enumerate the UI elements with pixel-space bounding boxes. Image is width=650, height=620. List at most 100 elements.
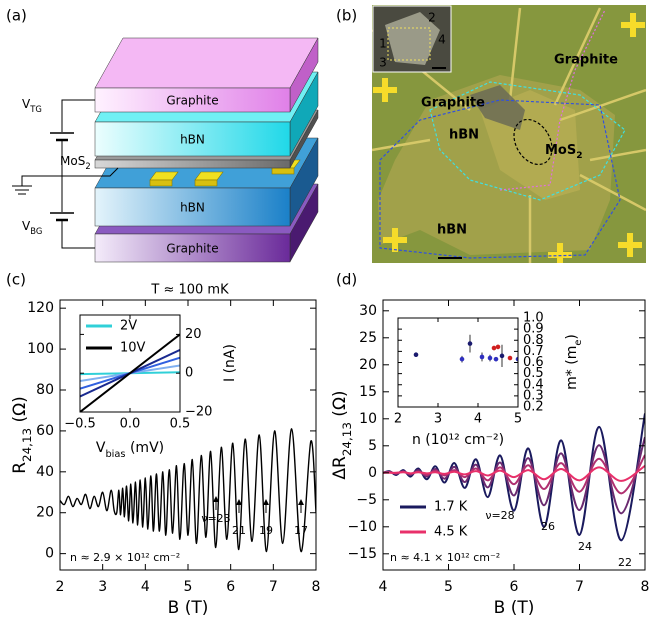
panel-label: (c) bbox=[6, 271, 26, 289]
contact-pad bbox=[621, 22, 645, 28]
flake-label: Graphite bbox=[421, 96, 485, 111]
annotation: n ≈ 4.1 × 10¹² cm⁻² bbox=[390, 551, 500, 564]
x-tick-label: 5 bbox=[444, 579, 453, 595]
layer-label: MoS2 bbox=[60, 154, 91, 171]
y-tick-label: 20 bbox=[36, 505, 54, 521]
y-axis-label: ΔR24,13 (Ω) bbox=[330, 390, 354, 479]
text-part: n (10¹² cm⁻²) bbox=[412, 432, 504, 448]
contact-pad bbox=[548, 252, 572, 258]
y-axis-label: R24,13 (Ω) bbox=[10, 396, 34, 474]
micrograph: GraphiteGraphitehBNhBNMoS21234 bbox=[372, 5, 646, 267]
y-tick-label: 40 bbox=[36, 464, 54, 480]
y-tick-label: 60 bbox=[36, 423, 54, 439]
annotation-arrowhead bbox=[298, 499, 304, 505]
x-tick-label: 4 bbox=[141, 579, 150, 595]
annotation: n ≈ 2.9 × 10¹² cm⁻² bbox=[70, 551, 180, 564]
contact bbox=[150, 180, 172, 186]
annotation: 17 bbox=[294, 524, 308, 537]
text-part: B (T) bbox=[494, 598, 535, 618]
text-part: B (T) bbox=[168, 598, 209, 618]
x-axis-label: B (T) bbox=[494, 598, 535, 618]
y-tick-label: 15 bbox=[359, 384, 377, 400]
inset-label: 4 bbox=[438, 33, 446, 47]
annotation: 22 bbox=[618, 556, 632, 569]
y-tick-label: 20 bbox=[359, 357, 377, 373]
x-tick-label: −0.5 bbox=[64, 417, 96, 432]
legend-label: 10V bbox=[120, 341, 146, 356]
text-part: (Ω) bbox=[330, 390, 350, 422]
annotation: ν=23 bbox=[201, 512, 230, 525]
contact-pad bbox=[618, 242, 642, 248]
marker bbox=[494, 357, 499, 362]
layer-label: Graphite bbox=[166, 242, 218, 256]
contact-pad bbox=[373, 87, 397, 93]
text-part: ΔR bbox=[330, 456, 350, 480]
text-part: I (nA) bbox=[222, 344, 238, 382]
panel-label: (b) bbox=[336, 7, 357, 25]
layer-label: hBN bbox=[180, 133, 205, 147]
x-tick-label: 3 bbox=[98, 579, 107, 595]
marker bbox=[500, 354, 505, 359]
x-tick-label: 5 bbox=[184, 579, 193, 595]
y-tick-label: −15 bbox=[347, 546, 377, 562]
annotation: 24 bbox=[578, 540, 592, 553]
x-tick-label: 2 bbox=[56, 579, 65, 595]
wire bbox=[62, 100, 95, 132]
text-part: R bbox=[10, 462, 30, 474]
text-part: ) bbox=[564, 334, 580, 339]
contact bbox=[272, 168, 294, 174]
marker bbox=[460, 357, 465, 362]
text-part: 2 bbox=[85, 161, 90, 171]
inset-label: 1 bbox=[379, 37, 387, 51]
marker bbox=[496, 345, 501, 350]
x-tick-label: 6 bbox=[510, 579, 519, 595]
voltage-label: VBG bbox=[22, 219, 42, 236]
chart-title: T ≈ 100 mK bbox=[150, 283, 229, 298]
layer-label: Graphite bbox=[166, 94, 218, 108]
y-tick-label: 0 bbox=[368, 465, 377, 481]
contact-pad bbox=[383, 237, 407, 243]
legend-label: 2V bbox=[120, 319, 137, 334]
wire bbox=[62, 220, 95, 248]
marker bbox=[488, 356, 493, 361]
inset-background bbox=[398, 318, 518, 407]
marker bbox=[414, 352, 419, 357]
y-tick-label: −10 bbox=[347, 519, 377, 535]
x-tick-label: 8 bbox=[312, 579, 321, 595]
inset-label: 3 bbox=[379, 56, 387, 70]
y-tick-label: 80 bbox=[36, 382, 54, 398]
y-tick-label: 25 bbox=[359, 330, 377, 346]
layer-top bbox=[95, 38, 318, 88]
marker bbox=[492, 346, 497, 351]
y-tick-label: 0 bbox=[45, 546, 54, 562]
text-part: bias bbox=[105, 449, 125, 460]
annotation: 21 bbox=[232, 524, 246, 537]
figure: (a) (b) (c) (d) GraphitehBNhBNGraphiteVT… bbox=[0, 0, 650, 620]
legend-label: 4.5 K bbox=[434, 525, 468, 540]
marker bbox=[508, 356, 513, 361]
x-axis-label: Vbias (mV) bbox=[96, 440, 164, 460]
legend-label: 1.7 K bbox=[434, 500, 468, 515]
annotation: 19 bbox=[259, 524, 273, 537]
y-tick-label: 1.0 bbox=[523, 311, 544, 326]
y-tick-label: 5 bbox=[368, 438, 377, 454]
y-tick-label: 120 bbox=[27, 300, 54, 316]
marker bbox=[480, 355, 485, 360]
text-part: V bbox=[96, 440, 106, 456]
inset-label: 2 bbox=[428, 11, 436, 25]
text-part: MoS bbox=[545, 143, 576, 158]
inset-chart: 23450.20.30.40.50.60.70.80.91.0n (10¹² c… bbox=[394, 311, 584, 449]
x-tick-label: 8 bbox=[641, 579, 650, 595]
y-tick-label: 20 bbox=[185, 327, 202, 342]
charts: 2345678020406080100120B (T)R24,13 (Ω)T ≈… bbox=[10, 283, 649, 619]
marker bbox=[468, 341, 473, 346]
x-tick-label: 7 bbox=[269, 579, 278, 595]
annotation: ν=28 bbox=[485, 509, 514, 522]
x-tick-label: 0.0 bbox=[120, 417, 141, 432]
wire bbox=[22, 176, 62, 186]
x-tick-label: 3 bbox=[434, 412, 442, 427]
annotation: 26 bbox=[541, 520, 555, 533]
x-tick-label: 2 bbox=[394, 412, 402, 427]
